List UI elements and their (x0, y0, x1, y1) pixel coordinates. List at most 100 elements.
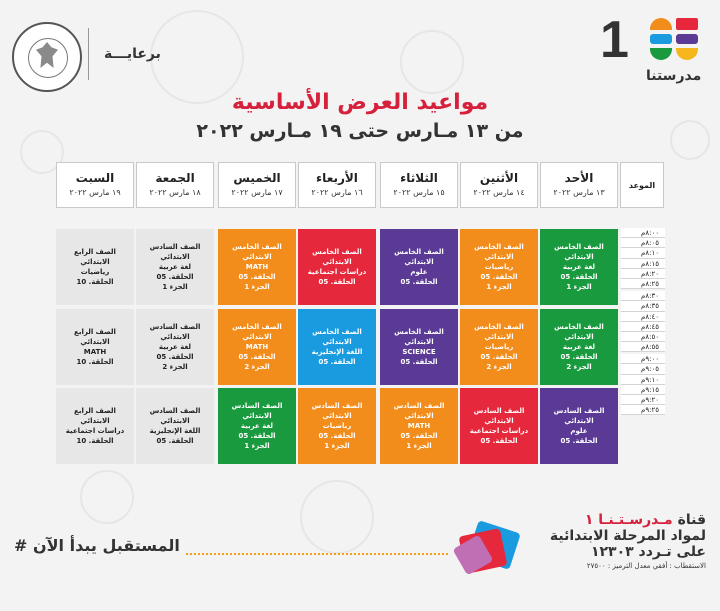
program-line: الصف الخامس الابتدائي (312, 328, 362, 346)
program-line: الحلقة. 10 (76, 437, 114, 445)
program-line: دراسات اجتماعية (469, 427, 529, 435)
time-column-header: الموعد (620, 162, 664, 208)
time-slot: ٩:٠٠م (621, 354, 665, 365)
program-line: الصف الخامس الابتدائي (394, 248, 444, 266)
program-line: الحلقة. 05 (480, 273, 518, 281)
day-name: الأثنين (479, 171, 519, 185)
channel-name: مـدرسـتـنـا ١ (584, 512, 673, 528)
program-line: الصف الخامس الابتدائي (474, 323, 524, 341)
program-line: الحلقة. 10 (76, 358, 114, 366)
program-line: الصف الرابع الابتدائي (74, 248, 116, 266)
day-header: الخميس ١٧ مارس ٢٠٢٢ (218, 162, 296, 208)
day-name: الخميس (233, 171, 281, 185)
day-date: ١٤ مارس ٢٠٢٢ (473, 188, 525, 197)
header-divider (88, 28, 89, 80)
day-date: ١٨ مارس ٢٠٢٢ (149, 188, 201, 197)
program-line: لغة عربية (158, 343, 192, 351)
program-line: SCIENCE (402, 348, 436, 356)
program-cell: الصف السادس الابتدائي اللغة الإنجليزية الح… (136, 388, 214, 464)
program-line: الجزء 2 (486, 363, 512, 371)
time-slot: ٩:١٥م (621, 384, 665, 395)
program-line: الحلقة. 05 (156, 273, 194, 281)
program-line: علوم (570, 427, 588, 435)
program-cell: الصف الخامس الابتدائي علوم الحلقة. 05 (380, 229, 458, 305)
time-slot: ٨:٥٥م (621, 342, 665, 353)
program-line: الجزء 1 (244, 442, 270, 450)
program-cell: الصف السادس الابتدائي لغة عربية الحلقة. 05… (218, 388, 296, 464)
time-slot: ٨:٥٠م (621, 331, 665, 343)
program-line: الحلقة. 05 (318, 432, 356, 440)
background-doodle (670, 120, 710, 160)
day-date: ١٥ مارس ٢٠٢٢ (393, 188, 445, 197)
program-line: اللغة الإنجليزية (311, 348, 363, 356)
program-line: الصف السادس الابتدائي (553, 407, 605, 425)
program-cell: الصف الخامس الابتدائي SCIENCE الحلقة. 05 (380, 309, 458, 385)
program-line: الحلقة. 05 (480, 437, 518, 445)
background-doodle (400, 30, 464, 94)
day-date: ١٩ مارس ٢٠٢٢ (69, 188, 121, 197)
time-slot: ٨:٠٠م (621, 228, 665, 239)
program-cell: الصف الخامس الابتدائي لغة عربية الحلقة. 05… (540, 309, 618, 385)
program-line: الحلقة. 05 (238, 432, 276, 440)
program-line: الصف الرابع الابتدائي (74, 328, 116, 346)
program-line: الجزء 1 (244, 283, 270, 291)
time-slot: ٩:٠٥م (621, 364, 665, 375)
background-doodle (150, 10, 244, 104)
channel-prefix: قناة (677, 512, 706, 528)
dotted-line (186, 553, 448, 555)
program-line: MATH (83, 348, 107, 356)
program-line: الحلقة. 05 (400, 358, 438, 366)
program-line: MATH (245, 263, 269, 271)
time-slot: ٩:١٠م (621, 374, 665, 385)
day-header: الأثنين ١٤ مارس ٢٠٢٢ (460, 162, 538, 208)
program-line: الصف السادس الابتدائي (231, 402, 283, 420)
program-line: الحلقة. 10 (76, 278, 114, 286)
program-line: لغة عربية (562, 263, 596, 271)
program-cell: الصف الخامس الابتدائي رياضيات الحلقة. 05 ال… (460, 229, 538, 305)
program-cell: الصف الخامس الابتدائي لغة عربية الحلقة. 05… (540, 229, 618, 305)
time-slot: ٨:٤٠م (621, 311, 665, 322)
time-slot: ٩:٢٥م (621, 405, 665, 416)
program-cell: الصف الرابع الابتدائي دراسات اجتماعية الحل… (56, 388, 134, 464)
program-line: الصف الرابع الابتدائي (74, 407, 116, 425)
program-line: لغة عربية (562, 343, 596, 351)
sponsor-label: برعايـــة (104, 46, 161, 62)
date-range-subtitle: من ١٣ مـارس حتى ١٩ مـارس ٢٠٢٢ (196, 120, 524, 142)
program-line: الصف الخامس الابتدائي (232, 243, 282, 261)
program-line: دراسات اجتماعية (307, 268, 367, 276)
program-line: الصف السادس الابتدائي (311, 402, 363, 420)
program-line: رياضيات (80, 268, 110, 276)
day-name: الأربعاء (316, 171, 358, 185)
program-line: الجزء 1 (162, 283, 188, 291)
program-cell: الصف الخامس الابتدائي اللغة الإنجليزية الح… (298, 309, 376, 385)
program-line: لغة عربية (240, 422, 274, 430)
program-line: الصف السادس الابتدائي (149, 243, 201, 261)
background-doodle (20, 130, 64, 174)
day-date: ١٦ مارس ٢٠٢٢ (311, 188, 363, 197)
program-line: لغة عربية (158, 263, 192, 271)
page-title: مواعيد العرض الأساسية (231, 90, 489, 115)
day-header: الثلاثاء ١٥ مارس ٢٠٢٢ (380, 162, 458, 208)
program-line: الصف السادس الابتدائي (393, 402, 445, 420)
day-header: الجمعة ١٨ مارس ٢٠٢٢ (136, 162, 214, 208)
program-line: علوم (410, 268, 428, 276)
slogan: # المستقبل يبدأ الآن (14, 536, 180, 555)
program-line: اللغة الإنجليزية (149, 427, 201, 435)
books-illustration-icon (454, 521, 520, 575)
day-date: ١٧ مارس ٢٠٢٢ (231, 188, 283, 197)
program-line: الحلقة. 05 (318, 358, 356, 366)
program-line: الحلقة. 05 (238, 353, 276, 361)
program-line: الحلقة. 05 (156, 437, 194, 445)
program-line: الصف السادس الابتدائي (149, 323, 201, 341)
time-slot: ٨:١٠م (621, 248, 665, 259)
program-line: رياضيات (484, 343, 514, 351)
program-line: الحلقة. 05 (318, 278, 356, 286)
program-line: الحلقة. 05 (560, 353, 598, 361)
program-line: الصف السادس الابتدائي (149, 407, 201, 425)
brand-name: مدرستنا (646, 68, 702, 84)
program-cell: الصف السادس الابتدائي رياضيات الحلقة. 05 ال… (298, 388, 376, 464)
program-cell: الصف السادس الابتدائي علوم الحلقة. 05 (540, 388, 618, 464)
program-cell: الصف الرابع الابتدائي MATH الحلقة. 10 (56, 309, 134, 385)
time-slot: ٨:١٥م (621, 258, 665, 269)
